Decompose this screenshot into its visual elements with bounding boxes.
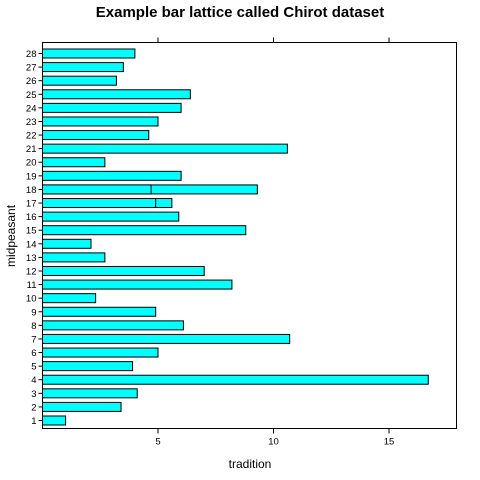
bar-1	[42, 415, 67, 426]
bar-25-26	[42, 89, 191, 100]
bar-13-12	[42, 252, 106, 263]
y-tick-label: 14	[26, 239, 37, 250]
y-tick-label: 23	[26, 117, 37, 128]
bar-22-23	[42, 130, 150, 141]
bar-19-20	[42, 170, 182, 181]
bar-26-27	[42, 75, 117, 86]
bar-16-15	[42, 211, 180, 222]
y-tick-label: 2	[31, 402, 36, 413]
y-tick-label: 4	[31, 375, 36, 386]
y-tick-label: 18	[26, 185, 37, 196]
bar-9-8	[42, 306, 157, 317]
y-tick-label: 17	[26, 199, 37, 210]
y-tick-label: 19	[26, 171, 37, 182]
y-tick-label: 26	[26, 76, 37, 87]
bar-24-25	[42, 102, 182, 113]
bar-12-11	[42, 265, 205, 276]
y-tick-label: 10	[26, 294, 37, 305]
y-tick-label: 11	[27, 280, 37, 291]
y-tick-label: 12	[26, 266, 37, 277]
bar-11-10	[42, 279, 233, 290]
x-axis-label: tradition	[229, 457, 272, 471]
y-tick-label: 5	[31, 362, 36, 373]
bar-3-2	[42, 388, 138, 399]
x-tick-label: 15	[384, 437, 395, 448]
y-tick-label: 27	[26, 63, 37, 74]
y-tick-label: 1	[31, 416, 36, 427]
bar-10-9	[42, 293, 97, 304]
y-tick-label: 15	[26, 226, 37, 237]
y-tick-label: 6	[31, 348, 36, 359]
bar-14-13	[42, 238, 92, 249]
plot-frame	[42, 42, 457, 429]
y-tick-label: 16	[26, 212, 37, 223]
bars-layer	[42, 48, 429, 426]
y-axis-label: midpeasant	[4, 204, 18, 267]
y-tick-label: 24	[26, 103, 37, 114]
axes-layer: 1234567891011121314151617181920212223242…	[26, 37, 395, 448]
bar-8-7	[42, 320, 184, 331]
y-tick-label: 3	[31, 389, 36, 400]
bar-4-3	[42, 374, 429, 385]
y-tick-label: 9	[31, 307, 36, 318]
bar-17-17	[42, 198, 157, 209]
y-tick-label: 25	[26, 90, 37, 101]
y-tick-label: 13	[26, 253, 37, 264]
bar-7-6	[42, 333, 291, 344]
y-tick-label: 20	[26, 158, 37, 169]
bar-28-29	[42, 48, 136, 59]
bar-27-28	[42, 62, 124, 73]
bar-18-19	[42, 184, 152, 195]
bar-5-4	[42, 361, 134, 372]
chart-title: Example bar lattice called Chirot datase…	[96, 4, 384, 21]
bar-21-22	[42, 143, 288, 154]
bar-20-21	[42, 157, 106, 168]
y-tick-label: 8	[31, 321, 36, 332]
y-tick-label: 28	[26, 49, 37, 60]
y-tick-label: 21	[26, 144, 37, 155]
y-tick-label: 22	[26, 131, 37, 142]
x-tick-label: 5	[155, 437, 160, 448]
bar-23-24	[42, 116, 159, 127]
bar-2-1	[42, 401, 122, 412]
y-tick-label: 7	[31, 334, 36, 345]
bar-15-14	[42, 225, 247, 236]
x-tick-label: 10	[268, 437, 279, 448]
bar-6-5	[42, 347, 159, 358]
